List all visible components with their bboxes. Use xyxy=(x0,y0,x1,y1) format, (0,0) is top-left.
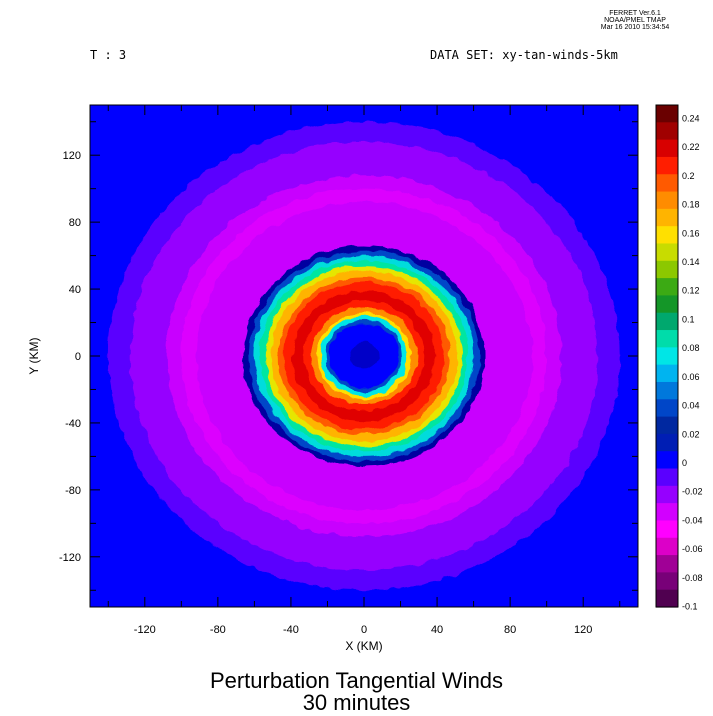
colorbar-label: -0.08 xyxy=(682,573,703,583)
y-axis-label: Y (KM) xyxy=(27,337,41,374)
colorbar-swatch xyxy=(656,347,678,366)
y-tick-label: 80 xyxy=(69,217,81,229)
colorbar-label: 0.22 xyxy=(682,142,700,152)
colorbar-label: -0.06 xyxy=(682,544,703,554)
x-tick-label: -80 xyxy=(210,624,226,636)
colorbar-swatch xyxy=(656,572,678,591)
colorbar-swatch xyxy=(656,208,678,227)
colorbar-label: 0.1 xyxy=(682,314,695,324)
colorbar-swatch xyxy=(656,537,678,556)
colorbar-label: 0.16 xyxy=(682,228,700,238)
colorbar-swatch xyxy=(656,295,678,314)
colorbar-swatch xyxy=(656,105,678,123)
colorbar-label: 0.04 xyxy=(682,401,700,411)
colorbar-label: 0.24 xyxy=(682,114,700,124)
colorbar-label: -0.1 xyxy=(682,602,698,612)
y-tick-label: 40 xyxy=(69,284,81,296)
colorbar-swatch xyxy=(656,433,678,452)
colorbar-swatch xyxy=(656,589,678,608)
colorbar-swatch xyxy=(656,226,678,245)
colorbar-swatch xyxy=(656,139,678,158)
colorbar-swatch xyxy=(656,520,678,539)
y-tick-label: -80 xyxy=(65,485,81,497)
colorbar-swatch xyxy=(656,399,678,418)
colorbar-label: -0.04 xyxy=(682,515,703,525)
dataset-label: DATA SET: xy-tan-winds-5km xyxy=(430,48,618,62)
colorbar-label: 0.2 xyxy=(682,171,695,181)
colorbar-swatch xyxy=(656,122,678,141)
colorbar-swatch xyxy=(656,243,678,262)
colorbar-swatch xyxy=(656,260,678,279)
ferret-org: NOAA/PMEL TMAP xyxy=(604,17,666,24)
colorbar: 0.24 0.22 0.2 0.18 0.16 0.14 0.12 0.1 0.08 0.06 0.… xyxy=(655,104,703,612)
ferret-version: FERRET Ver.6.1 xyxy=(609,10,661,17)
plot-title: Perturbation Tangential Winds xyxy=(209,668,504,693)
colorbar-swatch xyxy=(656,381,678,400)
colorbar-label: 0.08 xyxy=(682,343,700,353)
y-tick-label: -120 xyxy=(59,552,81,564)
x-tick-label: 0 xyxy=(361,624,367,636)
axes: -120 -80 -40 0 40 80 120 120 80 40 0 -40 -80 -120 xyxy=(59,104,639,636)
time-label: T : 3 xyxy=(90,48,127,62)
colorbar-swatch xyxy=(656,156,678,175)
colorbar-swatch xyxy=(656,278,678,297)
colorbar-swatch xyxy=(656,485,678,504)
colorbar-swatch xyxy=(656,312,678,331)
x-axis-label: X (KM) xyxy=(345,639,382,653)
y-tick-label: 120 xyxy=(63,150,81,162)
colorbar-swatch xyxy=(656,174,678,193)
colorbar-swatch xyxy=(656,468,678,487)
colorbar-frame xyxy=(655,104,679,608)
colorbar-swatch xyxy=(656,503,678,522)
colorbar-label: 0.12 xyxy=(682,286,700,296)
x-tick-label: -120 xyxy=(134,624,156,636)
ferret-date: Mar 16 2010 15:34:54 xyxy=(600,24,670,31)
colorbar-swatch xyxy=(656,364,678,383)
colorbar-label: 0.18 xyxy=(682,200,700,210)
field-band-20 xyxy=(349,342,379,370)
colorbar-swatch xyxy=(656,191,678,210)
y-tick-label: -40 xyxy=(65,418,81,430)
y-tick-label: 0 xyxy=(75,351,81,363)
colorbar-label: -0.02 xyxy=(682,487,703,497)
colorbar-swatch xyxy=(656,330,678,348)
x-tick-label: 40 xyxy=(431,624,443,636)
colorbar-label: 0 xyxy=(682,458,687,468)
colorbar-label: 0.02 xyxy=(682,429,700,439)
colorbar-swatch xyxy=(656,451,678,470)
x-tick-label: -40 xyxy=(283,624,299,636)
plot-subtitle: 30 minutes xyxy=(302,690,411,715)
colorbar-swatch xyxy=(656,555,678,573)
wind-field xyxy=(108,121,620,591)
colorbar-swatch xyxy=(656,416,678,435)
x-tick-label: 120 xyxy=(574,624,592,636)
colorbar-label: 0.14 xyxy=(682,257,700,267)
colorbar-label: 0.06 xyxy=(682,372,700,382)
x-tick-label: 80 xyxy=(504,624,516,636)
